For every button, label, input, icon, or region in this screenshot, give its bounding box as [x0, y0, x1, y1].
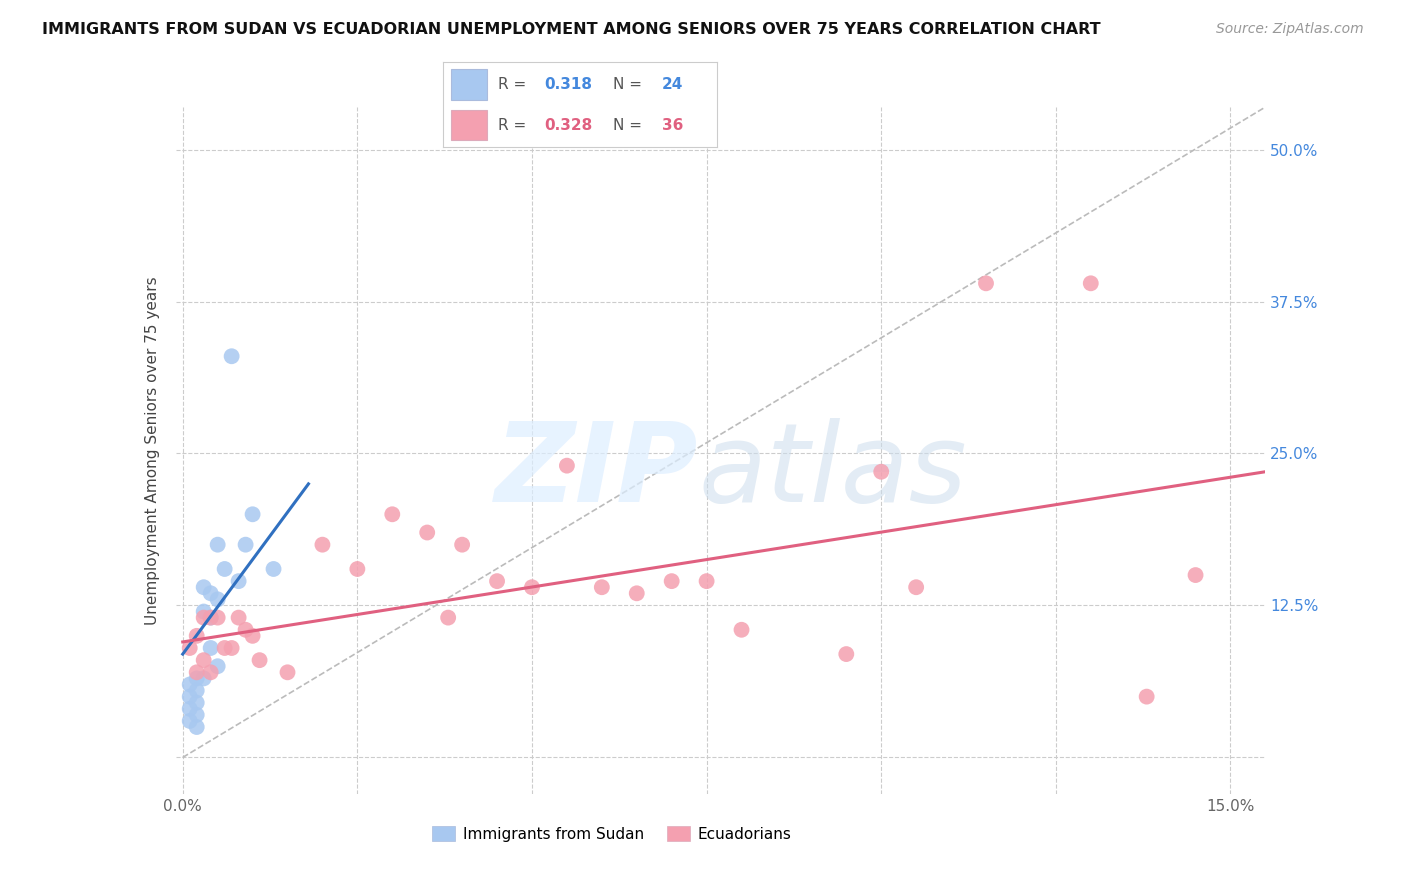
Point [451, 538, 474, 552]
Point [207, 659, 229, 673]
Point [263, 562, 285, 576]
Text: N =: N = [613, 77, 647, 92]
Point [207, 610, 229, 624]
Point [200, 610, 222, 624]
Text: 24: 24 [662, 77, 683, 92]
Point [200, 640, 222, 655]
Point [193, 580, 215, 594]
Y-axis label: Unemployment Among Seniors over 75 years: Unemployment Among Seniors over 75 years [145, 277, 160, 624]
Point [905, 580, 928, 594]
Point [200, 586, 222, 600]
Point [235, 623, 257, 637]
Point [1184, 568, 1206, 582]
Point [186, 629, 208, 643]
Text: 0.318: 0.318 [544, 77, 592, 92]
Text: 0.328: 0.328 [544, 118, 592, 133]
Point [311, 538, 333, 552]
Point [186, 707, 208, 722]
Point [1080, 277, 1102, 291]
Point [661, 574, 683, 589]
Point [555, 458, 578, 473]
Legend: Immigrants from Sudan, Ecuadorians: Immigrants from Sudan, Ecuadorians [426, 821, 797, 848]
Point [207, 592, 229, 607]
Text: R =: R = [498, 118, 531, 133]
Point [186, 665, 208, 680]
Point [186, 672, 208, 686]
Point [381, 508, 404, 522]
Point [346, 562, 368, 576]
Text: IMMIGRANTS FROM SUDAN VS ECUADORIAN UNEMPLOYMENT AMONG SENIORS OVER 75 YEARS COR: IMMIGRANTS FROM SUDAN VS ECUADORIAN UNEM… [42, 22, 1101, 37]
Point [242, 508, 264, 522]
Point [179, 677, 201, 691]
Point [193, 605, 215, 619]
Point [591, 580, 613, 594]
Point [193, 610, 215, 624]
Point [214, 562, 236, 576]
Point [221, 349, 243, 363]
Point [221, 640, 243, 655]
Point [835, 647, 858, 661]
Point [228, 610, 250, 624]
Point [1136, 690, 1159, 704]
Bar [451, 110, 486, 140]
Point [200, 610, 222, 624]
Text: R =: R = [498, 77, 531, 92]
Text: ZIP: ZIP [495, 417, 699, 524]
Text: 36: 36 [662, 118, 683, 133]
Point [214, 640, 236, 655]
Point [228, 574, 250, 589]
Point [207, 538, 229, 552]
Point [730, 623, 752, 637]
Point [486, 574, 509, 589]
Point [179, 714, 201, 728]
Point [179, 702, 201, 716]
Point [437, 610, 460, 624]
Point [276, 665, 298, 680]
Point [193, 672, 215, 686]
Point [242, 629, 264, 643]
Point [193, 653, 215, 667]
Point [186, 696, 208, 710]
Point [626, 586, 648, 600]
Point [416, 525, 439, 540]
Point [235, 538, 257, 552]
Point [870, 465, 893, 479]
Point [179, 690, 201, 704]
Point [520, 580, 543, 594]
Point [249, 653, 271, 667]
Bar [451, 70, 486, 100]
Text: atlas: atlas [699, 417, 967, 524]
Point [200, 665, 222, 680]
Point [179, 640, 201, 655]
Point [696, 574, 718, 589]
Point [974, 277, 997, 291]
Point [186, 683, 208, 698]
Point [186, 720, 208, 734]
Text: Source: ZipAtlas.com: Source: ZipAtlas.com [1216, 22, 1364, 37]
Text: N =: N = [613, 118, 647, 133]
